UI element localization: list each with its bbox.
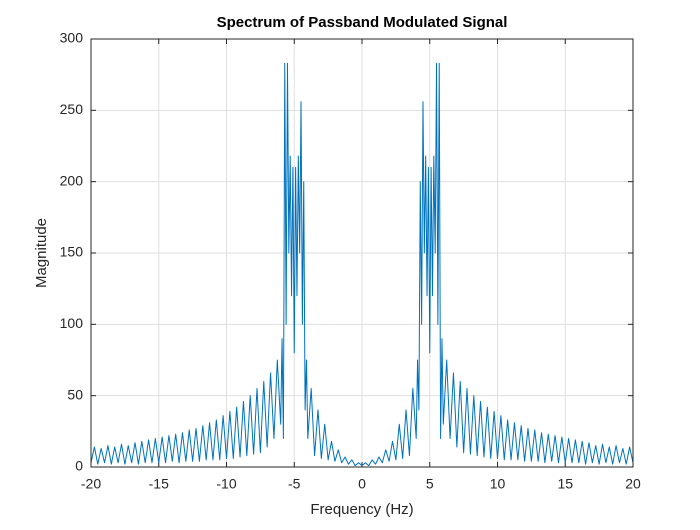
y-axis-label: Magnitude (33, 218, 50, 288)
x-tick-label: -5 (288, 476, 301, 492)
axes-box (90, 38, 634, 468)
x-tick-label: 20 (625, 476, 641, 492)
spectrum-line (90, 62, 634, 467)
y-tick-label: 50 (67, 386, 83, 402)
y-tick-label: 0 (75, 458, 83, 474)
x-axis-label: Frequency (Hz) (310, 501, 413, 518)
y-tick-label: 150 (60, 244, 84, 260)
x-tick-label: 10 (490, 476, 506, 492)
x-tick-label: 15 (557, 476, 573, 492)
x-tick-label: 0 (358, 476, 366, 492)
y-tick-label: 300 (60, 30, 84, 46)
y-tick-label: 100 (60, 315, 84, 331)
x-tick-label: -20 (81, 476, 101, 492)
y-tick-label: 200 (60, 172, 84, 188)
chart-title: Spectrum of Passband Modulated Signal (217, 14, 508, 31)
x-tick-label: -15 (149, 476, 169, 492)
y-tick-label: 250 (60, 101, 84, 117)
x-tick-label: 5 (426, 476, 434, 492)
x-tick-label: -10 (216, 476, 236, 492)
